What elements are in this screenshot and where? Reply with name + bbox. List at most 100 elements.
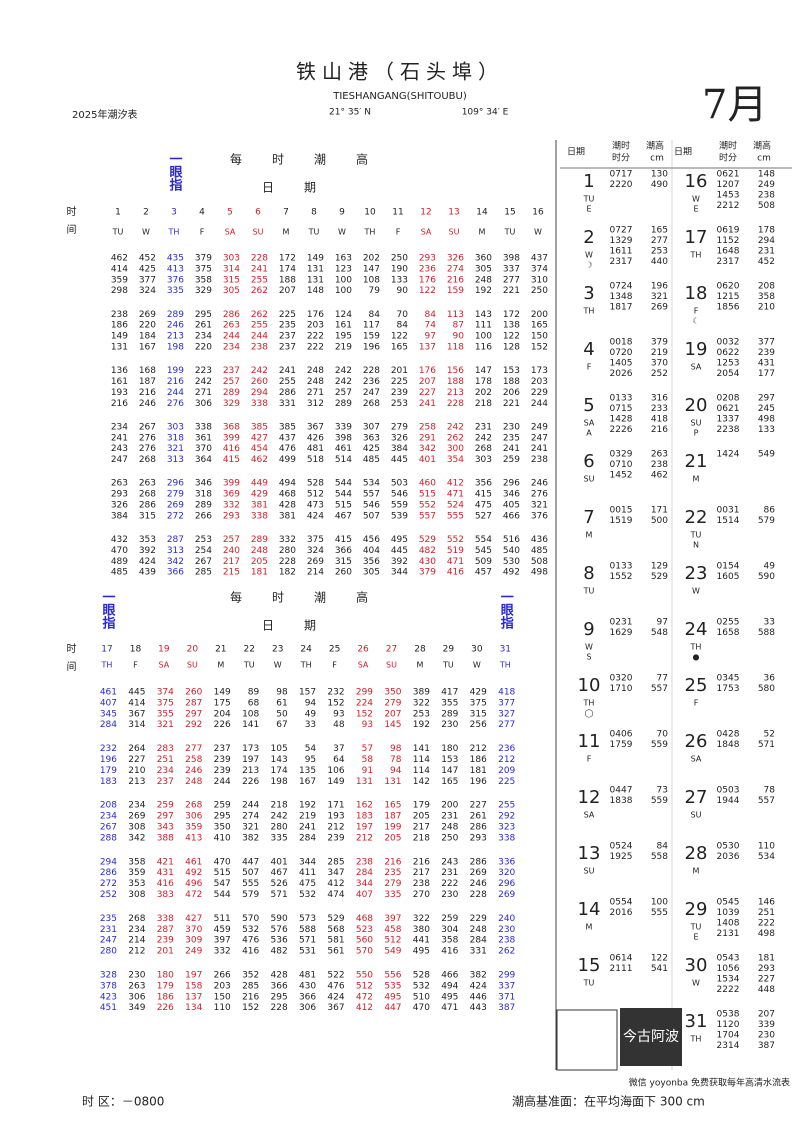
- tide-height: 272: [167, 511, 184, 521]
- day-number: 9: [583, 619, 594, 640]
- tide-time: 0018: [610, 338, 633, 348]
- tide-height: 485: [531, 546, 548, 556]
- tide-height: 269: [128, 812, 145, 822]
- tide-height: 248: [185, 777, 202, 787]
- weekday: TH: [300, 661, 312, 670]
- tide-height: 503: [391, 479, 408, 489]
- tide-height: 238: [531, 455, 548, 465]
- tide-height: 259: [214, 801, 231, 811]
- tide-height: 218: [271, 801, 288, 811]
- tide-height: 57: [362, 744, 373, 754]
- tide-height: 435: [167, 254, 184, 264]
- day-number: 12: [420, 208, 431, 218]
- tide-height: 235: [503, 433, 520, 443]
- tide-height: 200: [531, 310, 548, 320]
- tide-height: 343: [157, 823, 174, 833]
- tide-height: 241: [531, 444, 548, 454]
- tide-height: 412: [327, 879, 344, 889]
- weekday: M: [283, 228, 290, 237]
- day-number: 14: [578, 899, 601, 920]
- tide-height: 552: [447, 535, 464, 545]
- weekday: M: [479, 228, 486, 237]
- tide-height: 447: [384, 1003, 401, 1013]
- tide-height: 286: [223, 310, 240, 320]
- tide-height: 279: [384, 879, 401, 889]
- tide-height: 168: [139, 366, 156, 376]
- tide-height: 344: [356, 879, 373, 889]
- month: 7月: [702, 82, 767, 128]
- tide-height: 276: [167, 399, 184, 409]
- tide-height: 559: [651, 740, 668, 750]
- tide-time: 0015: [610, 506, 633, 516]
- tide-height: 451: [100, 1003, 117, 1013]
- tide-height: 153: [441, 755, 458, 765]
- tide-height: 257: [335, 388, 352, 398]
- tide-height: 279: [384, 698, 401, 708]
- tide-height: 257: [223, 377, 240, 387]
- tide-height: 216: [242, 992, 259, 1002]
- tide-height: 375: [157, 698, 174, 708]
- tide-height: 238: [498, 936, 515, 946]
- tide-height: 338: [498, 833, 515, 843]
- tide-height: 149: [214, 688, 231, 698]
- tide-height: 332: [214, 947, 231, 957]
- tide-height: 380: [413, 925, 430, 935]
- tide-time: 0545: [717, 898, 740, 908]
- day-number: 14: [476, 208, 488, 218]
- tide-height: 105: [271, 744, 288, 754]
- tide-height: 452: [758, 257, 775, 267]
- tide-height: 146: [758, 898, 775, 908]
- tide-height: 526: [271, 879, 288, 889]
- tide-height: 495: [391, 535, 408, 545]
- tide-height: 280: [279, 546, 296, 556]
- tide-height: 183: [100, 777, 117, 787]
- tide-time: 1253: [717, 359, 740, 369]
- weekday: TU: [583, 979, 595, 988]
- tide-height: 257: [223, 535, 240, 545]
- tide-height: 297: [157, 812, 174, 822]
- tide-height: 253: [651, 247, 668, 257]
- tide-height: 532: [242, 925, 259, 935]
- weekday: SA: [225, 228, 236, 237]
- day-number: 4: [199, 208, 205, 218]
- tide-height: 188: [447, 377, 464, 387]
- tide-height: 165: [651, 226, 668, 236]
- weekday: F: [396, 228, 401, 237]
- tide-height: 413: [167, 264, 184, 274]
- tide-height: 188: [279, 275, 296, 285]
- day-number: 24: [300, 645, 312, 655]
- day-number: 8: [311, 208, 317, 218]
- tide-height: 238: [758, 191, 775, 201]
- tide-height: 289: [251, 535, 268, 545]
- tide-height: 321: [157, 720, 174, 730]
- tide-height: 183: [356, 812, 373, 822]
- day-number: 7: [583, 507, 594, 528]
- day-number: 2: [583, 227, 594, 248]
- tide-height: 253: [391, 399, 408, 409]
- tide-height: 447: [242, 857, 259, 867]
- tide-height: 226: [214, 720, 231, 730]
- tide-height: 173: [242, 744, 259, 754]
- tide-height: 545: [475, 546, 492, 556]
- moon-mark: N: [693, 541, 699, 550]
- tide-height: 114: [413, 755, 430, 765]
- weekday: F: [694, 307, 699, 316]
- tide-time: 1605: [717, 572, 740, 582]
- tide-height: 262: [251, 286, 268, 296]
- tide-height: 418: [498, 688, 515, 698]
- tide-height: 385: [251, 422, 268, 432]
- tide-height: 33: [764, 618, 775, 628]
- tide-height: 335: [167, 286, 184, 296]
- tide-height: 249: [531, 422, 548, 432]
- tide-height: 289: [441, 709, 458, 719]
- tide-height: 470: [413, 1003, 430, 1013]
- tide-height: 193: [111, 388, 128, 398]
- tide-height: 446: [470, 992, 487, 1002]
- tide-height: 339: [335, 422, 352, 432]
- tide-height: 269: [167, 501, 184, 511]
- tide-time: 1152: [717, 236, 740, 246]
- tide-height: 239: [157, 936, 174, 946]
- tide-height: 558: [651, 852, 668, 862]
- day-number: 26: [357, 645, 369, 655]
- tide-height: 431: [758, 359, 775, 369]
